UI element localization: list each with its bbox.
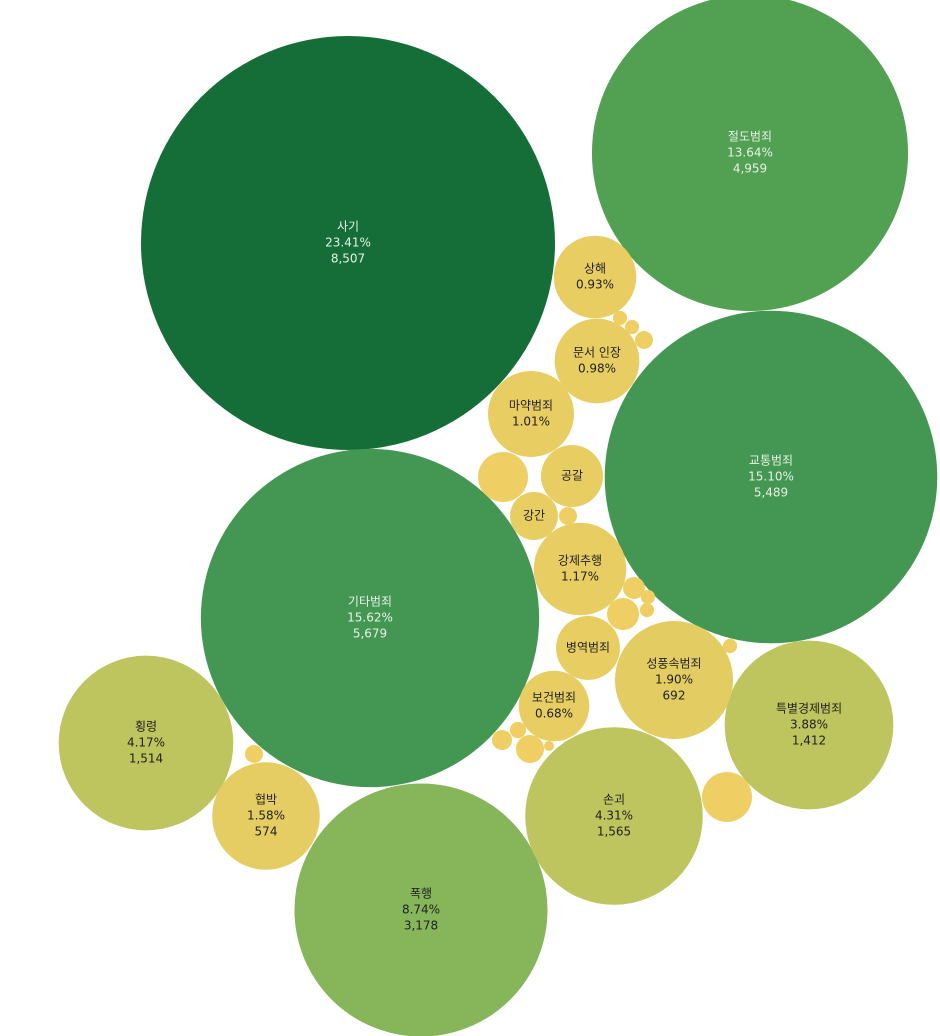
bubble xyxy=(554,318,640,404)
bubble-label: 보건범죄 xyxy=(532,691,576,705)
bubble xyxy=(556,616,620,680)
value-label: 692 xyxy=(663,689,686,703)
bubble-label: 협박 xyxy=(255,793,277,807)
bubble xyxy=(592,0,908,311)
percent-label: 1.01% xyxy=(512,415,550,429)
bubble-label: 성풍속범죄 xyxy=(646,657,701,671)
value-label: 1,565 xyxy=(597,825,631,839)
bubble xyxy=(702,772,752,822)
bubble-label: 강제추행 xyxy=(558,553,602,568)
bubble xyxy=(294,783,548,1036)
bubble xyxy=(612,310,628,326)
bubble xyxy=(640,589,656,605)
percent-label: 3.88% xyxy=(790,718,828,732)
value-label: 1,514 xyxy=(129,752,163,766)
percent-label: 4.17% xyxy=(127,736,165,750)
percent-label: 15.62% xyxy=(347,611,393,625)
bubble-label: 교통범죄 xyxy=(749,454,793,468)
bubble-label: 강간 xyxy=(523,509,545,523)
bubble xyxy=(543,740,555,752)
value-label: 3,178 xyxy=(404,919,438,933)
bubble xyxy=(553,235,637,319)
bubble xyxy=(722,638,738,654)
percent-label: 23.41% xyxy=(325,236,371,250)
value-label: 574 xyxy=(255,825,278,839)
value-label: 5,489 xyxy=(754,486,788,500)
bubble xyxy=(623,577,645,599)
percent-label: 0.68% xyxy=(535,707,573,721)
bubble xyxy=(488,371,574,457)
bubble xyxy=(614,620,734,740)
bubble-label: 기타범죄 xyxy=(348,595,392,609)
value-label: 4,959 xyxy=(733,162,767,176)
percent-label: 4.31% xyxy=(595,809,633,823)
bubble xyxy=(200,448,540,788)
bubble-label: 병역범죄 xyxy=(566,641,610,655)
bubble-label: 손괴 xyxy=(603,793,625,807)
value-label: 5,679 xyxy=(353,627,387,641)
bubble xyxy=(518,670,590,742)
bubble xyxy=(510,492,558,540)
bubble-label: 횡령 xyxy=(135,720,157,734)
percent-label: 1.58% xyxy=(247,809,285,823)
bubble xyxy=(491,729,513,751)
bubble xyxy=(141,36,555,450)
percent-label: 13.64% xyxy=(727,146,773,160)
bubble xyxy=(559,507,577,525)
bubble xyxy=(639,602,655,618)
bubble xyxy=(245,745,263,763)
value-label: 8,507 xyxy=(331,252,365,266)
bubble-label: 절도범죄 xyxy=(728,130,772,144)
bubble xyxy=(515,734,545,764)
bubble-label: 마약범죄 xyxy=(509,398,553,413)
percent-label: 0.93% xyxy=(576,278,614,292)
bubble-label: 사기 xyxy=(337,220,359,234)
bubble xyxy=(525,727,703,905)
bubble xyxy=(509,721,527,739)
bubble xyxy=(478,452,528,502)
bubble xyxy=(212,762,320,870)
bubble xyxy=(724,640,894,810)
bubble xyxy=(624,319,640,335)
bubble-label: 상해 xyxy=(584,262,606,276)
percent-label: 1.90% xyxy=(655,673,693,687)
bubble xyxy=(604,310,938,644)
percent-label: 0.98% xyxy=(578,362,616,376)
percent-label: 15.10% xyxy=(748,470,794,484)
bubble xyxy=(606,597,640,631)
bubble-label: 문서 인장 xyxy=(573,346,621,360)
percent-label: 8.74% xyxy=(402,903,440,917)
value-label: 1,412 xyxy=(792,734,826,748)
bubble xyxy=(635,331,653,349)
bubble-label: 폭행 xyxy=(410,886,432,901)
bubble xyxy=(533,522,627,616)
bubble-label: 특별경제범죄 xyxy=(776,702,842,716)
bubble xyxy=(58,655,234,831)
percent-label: 1.17% xyxy=(561,570,599,584)
bubble-label: 공갈 xyxy=(561,469,583,483)
bubble xyxy=(540,444,604,508)
